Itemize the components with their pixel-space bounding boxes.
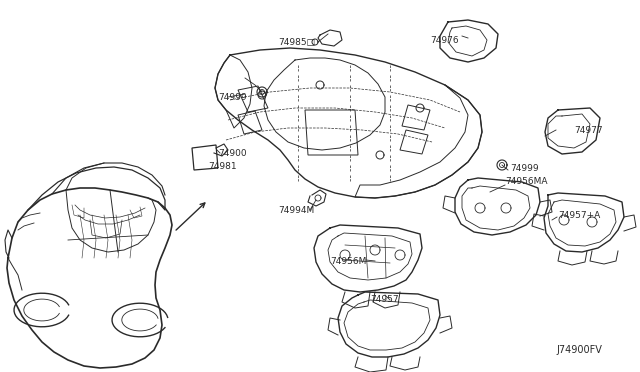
Text: 74957+A: 74957+A [558, 211, 600, 219]
Text: 74999: 74999 [218, 93, 246, 102]
Text: 74999: 74999 [510, 164, 539, 173]
Text: 74981: 74981 [208, 161, 237, 170]
Text: 74900: 74900 [218, 148, 246, 157]
Text: 74977: 74977 [574, 125, 603, 135]
Text: 74985□: 74985□ [278, 38, 315, 46]
Text: 74976: 74976 [430, 35, 459, 45]
Text: 74956M: 74956M [330, 257, 366, 266]
Text: J74900FV: J74900FV [556, 345, 602, 355]
Text: 74956MA: 74956MA [505, 176, 547, 186]
Text: 74994M: 74994M [278, 205, 314, 215]
Text: 74957: 74957 [370, 295, 399, 305]
